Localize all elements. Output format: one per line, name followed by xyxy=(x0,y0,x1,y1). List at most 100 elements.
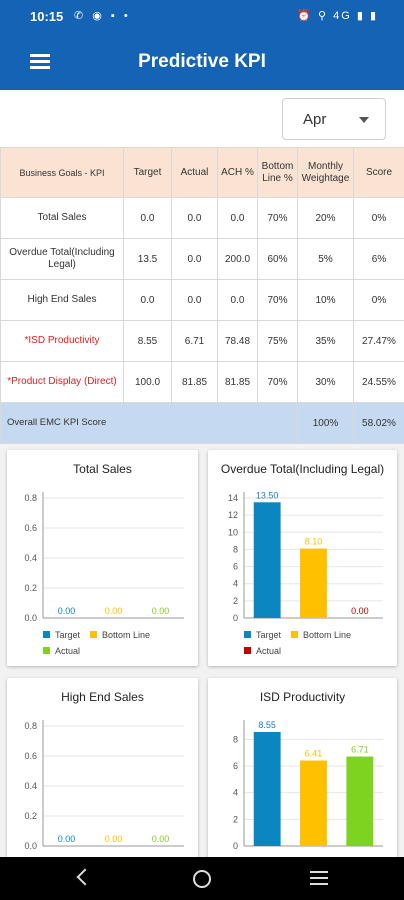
legend-swatch xyxy=(244,631,251,638)
bar-actual xyxy=(346,756,374,846)
data-label: 0.00 xyxy=(105,606,123,616)
header-weightage: Monthly Weightage xyxy=(297,147,354,198)
table-row: High End Sales 0.0 0.0 0.0 70% 10% 0% xyxy=(0,279,404,321)
y-tick-label: 0.6 xyxy=(24,523,37,533)
data-label: 0.00 xyxy=(58,606,76,616)
y-tick-label: 2 xyxy=(233,596,238,606)
bar-bottom-line xyxy=(300,548,327,618)
chart-card-high-end-sales: High End Sales 0.0 0.2 0.4 0.6 0.8 0.00 0.00 0.… xyxy=(7,678,198,857)
table-row: Total Sales 0.0 0.0 0.0 70% 20% 0% xyxy=(0,197,404,239)
notification-icons: ✆ ◉ ▪ • xyxy=(74,10,131,22)
row-target: 0.0 xyxy=(123,279,172,321)
row-weightage: 10% xyxy=(297,279,354,321)
chart-card-isd-productivity: ISD Productivity 024688.556.416.71Target… xyxy=(208,678,397,857)
legend-swatch xyxy=(43,647,50,654)
header-ach: ACH % xyxy=(217,147,258,198)
header-actual: Actual xyxy=(171,147,218,198)
data-label: 0.00 xyxy=(105,834,123,844)
legend-swatch xyxy=(90,631,97,638)
legend-label: Actual xyxy=(55,646,80,656)
row-score: 0% xyxy=(353,197,404,239)
home-icon[interactable] xyxy=(193,870,211,888)
table-header-row: Business Goals - KPI Target Actual ACH %… xyxy=(0,147,404,198)
status-time: 10:15 xyxy=(30,9,64,24)
month-dropdown-value: Apr xyxy=(303,111,327,128)
row-weightage: 20% xyxy=(297,197,354,239)
chart-high-end-sales: 0.00.20.40.60.80.000.000.00TargetBottom … xyxy=(24,720,184,851)
y-tick-label: 8 xyxy=(233,734,238,744)
y-tick-label: 0.4 xyxy=(24,781,37,791)
month-dropdown[interactable]: Apr xyxy=(282,98,386,140)
row-bottom-line: 60% xyxy=(257,238,298,280)
app-bar: Predictive KPI xyxy=(0,32,404,90)
legend-label: Bottom Line xyxy=(303,630,351,640)
row-score: 24.55% xyxy=(353,361,404,403)
row-bottom-line: 70% xyxy=(257,197,298,239)
legend-label: Bottom Line xyxy=(102,630,150,640)
chart-title: Total Sales xyxy=(73,462,132,476)
data-label: 8.10 xyxy=(305,537,323,547)
row-bottom-line: 75% xyxy=(257,320,298,362)
y-tick-label: 0.4 xyxy=(24,553,37,563)
row-actual: 0.0 xyxy=(171,238,218,280)
row-actual: 0.0 xyxy=(171,279,218,321)
row-ach: 81.85 xyxy=(217,361,258,403)
y-tick-label: 0.6 xyxy=(24,751,37,761)
y-tick-label: 0.0 xyxy=(24,841,37,851)
chart-card-total-sales: Total Sales 0.0 0.2 0.4 0.6 0.8 0.00 0.00 0.00 T… xyxy=(7,450,198,666)
row-ach: 78.48 xyxy=(217,320,258,362)
y-tick-label: 12 xyxy=(228,510,238,520)
legend-swatch xyxy=(291,631,298,638)
overall-weightage: 100% xyxy=(297,402,354,444)
y-tick-label: 0.0 xyxy=(24,613,37,623)
data-label: 13.50 xyxy=(256,490,279,500)
bar-target xyxy=(253,732,281,846)
data-label: 8.55 xyxy=(258,720,276,730)
data-label: 0.00 xyxy=(351,606,369,616)
data-label: 6.41 xyxy=(305,749,323,759)
table-row: *ISD Productivity 8.55 6.71 78.48 75% 35… xyxy=(0,320,404,362)
bar-bottom-line xyxy=(300,760,327,846)
chart-title: ISD Productivity xyxy=(259,690,346,704)
y-tick-label: 14 xyxy=(228,493,238,503)
row-score: 6% xyxy=(353,238,404,280)
row-target: 100.0 xyxy=(123,361,172,403)
chart-overdue-total: 0 2 4 6 8 10 12 14 13.50 8.10 0.00 Target Bottom Lin… xyxy=(228,490,383,656)
main-content[interactable]: Apr Business Goals - KPI Target Actual A… xyxy=(0,90,404,857)
y-tick-label: 6 xyxy=(233,761,238,771)
menu-icon[interactable] xyxy=(30,54,50,69)
legend-label: Target xyxy=(256,630,282,640)
overall-score: 58.02% xyxy=(353,402,404,444)
recents-icon[interactable] xyxy=(310,871,328,889)
table-row: *Product Display (Direct) 100.0 81.85 81… xyxy=(0,361,404,403)
table-row: Overdue Total(Including Legal) 13.5 0.0 … xyxy=(0,238,404,280)
overall-score-row: Overall EMC KPI Score 100% 58.02% xyxy=(0,402,404,444)
row-bottom-line: 70% xyxy=(257,361,298,403)
row-actual: 81.85 xyxy=(171,361,218,403)
y-tick-label: 6 xyxy=(233,562,238,572)
status-bar: 10:15 ✆ ◉ ▪ • ⏰ ⚲ 4G ▮ ▮ xyxy=(0,0,404,32)
header-score: Score xyxy=(353,147,404,198)
overall-label: Overall EMC KPI Score xyxy=(0,402,298,444)
header-target: Target xyxy=(123,147,172,198)
header-kpi: Business Goals - KPI xyxy=(0,147,124,198)
row-ach: 0.0 xyxy=(217,279,258,321)
row-kpi-name: Overdue Total(Including Legal) xyxy=(0,238,124,280)
y-tick-label: 0.8 xyxy=(24,493,37,503)
header-bottom-line: Bottom Line % xyxy=(257,147,298,198)
kpi-table: Business Goals - KPI Target Actual ACH %… xyxy=(0,147,404,444)
legend-label: Actual xyxy=(256,646,281,656)
y-tick-label: 0 xyxy=(233,613,238,623)
row-score: 27.47% xyxy=(353,320,404,362)
row-kpi-name: *Product Display (Direct) xyxy=(0,361,124,403)
y-tick-label: 4 xyxy=(233,788,238,798)
back-icon[interactable] xyxy=(76,868,94,886)
system-status-icons: ⏰ ⚲ 4G ▮ ▮ xyxy=(297,10,378,22)
row-weightage: 35% xyxy=(297,320,354,362)
row-score: 0% xyxy=(353,279,404,321)
data-label: 0.00 xyxy=(58,834,76,844)
row-weightage: 30% xyxy=(297,361,354,403)
legend-swatch xyxy=(43,631,50,638)
y-tick-label: 4 xyxy=(233,579,238,589)
row-target: 8.55 xyxy=(123,320,172,362)
